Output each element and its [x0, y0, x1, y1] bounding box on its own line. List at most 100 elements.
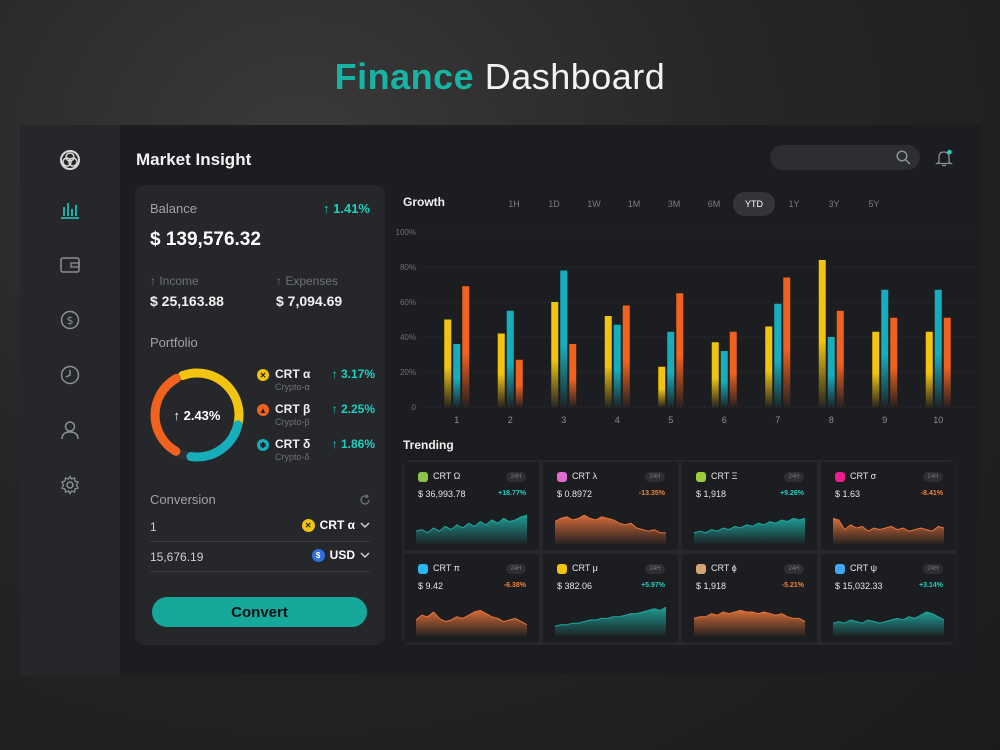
trending-card[interactable]: CRT π 24H $ 9.42 -6.38% — [404, 554, 539, 642]
growth-title: Growth — [403, 195, 445, 209]
refresh-icon[interactable] — [359, 493, 371, 511]
bar[interactable] — [560, 270, 568, 408]
range-button-ytd[interactable]: YTD — [733, 192, 775, 216]
range-button-3y[interactable]: 3Y — [828, 199, 840, 209]
coin-price: $ 9.42 — [418, 581, 444, 591]
wallet-icon[interactable] — [57, 252, 83, 278]
bar[interactable] — [943, 317, 951, 407]
convert-button[interactable]: Convert — [152, 597, 367, 627]
portfolio-item[interactable]: ✕ CRT α Crypto-α ↑ 3.17% — [257, 367, 375, 397]
sparkline — [555, 514, 666, 544]
conversion-from-value[interactable]: 1 — [150, 520, 157, 534]
bar[interactable] — [934, 289, 942, 407]
balance-value: $ 139,576.32 — [150, 229, 261, 250]
bar[interactable] — [881, 289, 889, 407]
bar[interactable] — [711, 342, 719, 407]
coin-change: -5.21% — [781, 582, 804, 589]
coin-icon — [696, 564, 706, 574]
bar[interactable] — [827, 337, 835, 407]
clock-icon[interactable] — [57, 362, 83, 388]
y-tick-label: 0 — [412, 403, 417, 412]
coin-change: -13.35% — [638, 490, 665, 497]
bar[interactable] — [444, 319, 452, 408]
trending-card[interactable]: CRT Ω 24H $ 36,993.78 +18.77% — [404, 462, 539, 550]
bar[interactable] — [774, 303, 782, 407]
bar[interactable] — [720, 351, 728, 407]
bar[interactable] — [613, 324, 621, 407]
bar[interactable] — [506, 310, 514, 407]
x-tick-label: 2 — [508, 415, 513, 425]
x-tick-label: 10 — [933, 415, 943, 425]
user-icon[interactable] — [57, 417, 83, 443]
coin-name: CRT ψ — [850, 563, 878, 573]
main-content: Market Insight Balance ↑ 1.41% $ 139,576… — [120, 125, 980, 675]
x-tick-label: 1 — [454, 415, 459, 425]
bar[interactable] — [497, 333, 505, 408]
period-tag: 24H — [923, 472, 943, 482]
trending-card[interactable]: CRT Ξ 24H $ 1,918 +9.26% — [682, 462, 817, 550]
bar[interactable] — [604, 316, 612, 407]
dollar-coin-icon[interactable]: $ — [57, 307, 83, 333]
svg-text:$: $ — [67, 314, 74, 327]
bell-icon[interactable] — [935, 149, 953, 172]
x-tick-label: 8 — [829, 415, 834, 425]
conversion-to-value[interactable]: 15,676.19 — [150, 550, 204, 564]
trending-card[interactable]: CRT σ 24H $ 1.63 -8.41% — [821, 462, 956, 550]
conversion-from-row[interactable]: 1 ✕ CRT α — [150, 514, 370, 542]
portfolio-donut — [150, 368, 244, 462]
bar[interactable] — [551, 302, 559, 407]
sparkline — [416, 514, 527, 544]
conversion-from-currency-select[interactable]: ✕ CRT α — [301, 518, 370, 532]
range-button-1y[interactable]: 1Y — [788, 199, 800, 209]
portfolio-item[interactable]: ▲ CRT β Crypto-β ↑ 2.25% — [257, 402, 375, 432]
logo-icon[interactable] — [57, 147, 83, 173]
bar[interactable] — [818, 260, 826, 407]
period-tag: 24H — [645, 472, 665, 482]
trending-card[interactable]: CRT λ 24H $ 0.8972 -13.35% — [543, 462, 678, 550]
bar[interactable] — [729, 331, 737, 407]
trending-card[interactable]: CRT ψ 24H $ 15,032.33 +3.14% — [821, 554, 956, 642]
portfolio-total-change: ↑ 2.43% — [173, 407, 221, 423]
search-input[interactable] — [770, 145, 920, 170]
conversion-to-currency-select[interactable]: $ USD — [311, 548, 370, 562]
range-button-1d[interactable]: 1D — [548, 199, 560, 209]
coin-change: +9.26% — [780, 490, 804, 497]
range-button-1h[interactable]: 1H — [508, 199, 520, 209]
bar[interactable] — [667, 331, 675, 407]
bar[interactable] — [872, 331, 880, 407]
trending-card[interactable]: CRT μ 24H $ 382.06 +5.97% — [543, 554, 678, 642]
bar[interactable] — [658, 366, 666, 407]
coin-change: -8.41% — [920, 490, 943, 497]
gear-icon[interactable] — [57, 472, 83, 498]
range-button-1w[interactable]: 1W — [587, 199, 601, 209]
bar[interactable] — [515, 359, 523, 407]
chevron-down-icon — [360, 522, 370, 529]
range-button-5y[interactable]: 5Y — [868, 199, 880, 209]
balance-change: ↑ 1.41% — [323, 201, 370, 216]
period-tag: 24H — [784, 472, 804, 482]
expenses-label: ↑ Expenses — [276, 274, 339, 288]
bar[interactable] — [765, 326, 773, 408]
bar[interactable] — [890, 317, 898, 407]
range-button-3m[interactable]: 3M — [667, 199, 681, 209]
income-value: $ 25,163.88 — [150, 293, 224, 309]
bar[interactable] — [676, 293, 684, 407]
range-button-6m[interactable]: 6M — [707, 199, 721, 209]
bar[interactable] — [783, 277, 791, 408]
portfolio-item[interactable]: ✱ CRT δ Crypto-δ ↑ 1.86% — [257, 437, 375, 467]
range-button-1m[interactable]: 1M — [627, 199, 641, 209]
y-tick-label: 60% — [400, 298, 416, 307]
trending-card[interactable]: CRT ϕ 24H $ 1,918 -5.21% — [682, 554, 817, 642]
coin-price: $ 382.06 — [557, 581, 593, 591]
portfolio-label: Portfolio — [150, 335, 198, 350]
bar[interactable] — [462, 286, 470, 407]
bar[interactable] — [925, 331, 933, 407]
search-icon[interactable] — [896, 150, 911, 165]
bar[interactable] — [836, 310, 844, 407]
bar-chart-icon[interactable] — [57, 197, 83, 223]
bar[interactable] — [569, 344, 577, 407]
bar[interactable] — [453, 344, 461, 407]
usd-icon: $ — [311, 548, 325, 562]
bar[interactable] — [622, 305, 630, 408]
conversion-to-row[interactable]: 15,676.19 $ USD — [150, 544, 370, 572]
